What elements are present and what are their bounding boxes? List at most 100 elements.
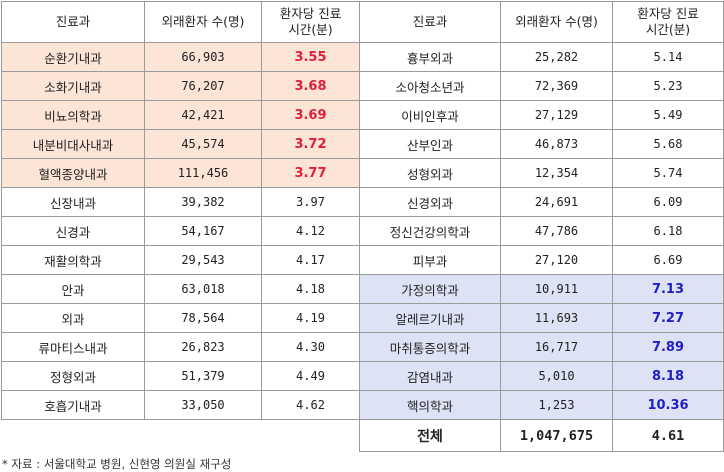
patients-cell: 111,456	[144, 158, 262, 188]
patients-cell: 12,354	[500, 158, 613, 188]
patients-cell: 47,786	[500, 216, 613, 246]
total-label: 전체	[359, 419, 501, 452]
table-row: 신경과 54,167 4.12 정신건강의학과 47,786 6.18	[1, 216, 724, 246]
header-time-line2: 시간(분)	[288, 22, 333, 37]
patients-cell: 5,010	[500, 361, 613, 391]
time-cell: 10.36	[612, 390, 724, 420]
header-time-right: 환자당 진료 시간(분)	[612, 1, 724, 43]
time-cell: 3.55	[261, 42, 360, 72]
patients-cell: 72,369	[500, 71, 613, 101]
patients-cell: 29,543	[144, 245, 262, 275]
time-cell: 5.49	[612, 100, 724, 130]
dept-cell: 류마티스내과	[1, 332, 145, 362]
total-patients: 1,047,675	[500, 419, 613, 452]
table-row: 정형외과 51,379 4.49 감염내과 5,010 8.18	[1, 361, 724, 391]
dept-cell: 혈액종양내과	[1, 158, 145, 188]
table-row: 혈액종양내과 111,456 3.77 성형외과 12,354 5.74	[1, 158, 724, 188]
patients-cell: 11,693	[500, 303, 613, 333]
dept-cell: 내분비대사내과	[1, 129, 145, 159]
patients-cell: 51,379	[144, 361, 262, 391]
dept-cell: 소화기내과	[1, 71, 145, 101]
dept-cell: 안과	[1, 274, 145, 304]
table-row: 안과 63,018 4.18 가정의학과 10,911 7.13	[1, 274, 724, 304]
time-cell: 4.19	[261, 303, 360, 333]
dept-cell: 호흡기내과	[1, 390, 145, 420]
table-row: 재활의학과 29,543 4.17 피부과 27,120 6.69	[1, 245, 724, 275]
dept-cell: 재활의학과	[1, 245, 145, 275]
time-cell: 4.30	[261, 332, 360, 362]
source-footnote: * 자료 : 서울대학교 병원, 신현영 의원실 재구성	[2, 457, 232, 471]
total-time: 4.61	[612, 419, 724, 452]
dept-cell: 비뇨의학과	[1, 100, 145, 130]
header-time-left: 환자당 진료 시간(분)	[261, 1, 360, 43]
patients-cell: 76,207	[144, 71, 262, 101]
table-row: 순환기내과 66,903 3.55 흉부외과 25,282 5.14	[1, 42, 724, 72]
time-cell: 6.69	[612, 245, 724, 275]
patients-cell: 45,574	[144, 129, 262, 159]
consultation-time-table: 진료과 외래환자 수(명) 환자당 진료 시간(분) 진료과 외래환자 수(명) …	[1, 1, 724, 452]
table-row: 내분비대사내과 45,574 3.72 산부인과 46,873 5.68	[1, 129, 724, 159]
dept-cell: 이비인후과	[359, 100, 501, 130]
header-dept-right: 진료과	[359, 1, 501, 43]
table-row: 비뇨의학과 42,421 3.69 이비인후과 27,129 5.49	[1, 100, 724, 130]
patients-cell: 10,911	[500, 274, 613, 304]
dept-cell: 마취통증의학과	[359, 332, 501, 362]
time-cell: 4.12	[261, 216, 360, 246]
dept-cell: 흉부외과	[359, 42, 501, 72]
header-row: 진료과 외래환자 수(명) 환자당 진료 시간(분) 진료과 외래환자 수(명) …	[1, 1, 724, 43]
time-cell: 3.68	[261, 71, 360, 101]
header-patients-left: 외래환자 수(명)	[144, 1, 262, 43]
dept-cell: 신장내과	[1, 187, 145, 217]
dept-cell: 신경과	[1, 216, 145, 246]
time-cell: 7.89	[612, 332, 724, 362]
total-row: 전체 1,047,675 4.61	[1, 419, 724, 452]
patients-cell: 46,873	[500, 129, 613, 159]
time-cell: 4.17	[261, 245, 360, 275]
time-cell: 4.62	[261, 390, 360, 420]
patients-cell: 16,717	[500, 332, 613, 362]
header-dept-left: 진료과	[1, 1, 145, 43]
patients-cell: 27,120	[500, 245, 613, 275]
blank-cell	[1, 419, 360, 452]
patients-cell: 54,167	[144, 216, 262, 246]
table-row: 호흡기내과 33,050 4.62 핵의학과 1,253 10.36	[1, 390, 724, 420]
time-cell: 3.97	[261, 187, 360, 217]
dept-cell: 산부인과	[359, 129, 501, 159]
time-cell: 4.18	[261, 274, 360, 304]
dept-cell: 감염내과	[359, 361, 501, 391]
dept-cell: 성형외과	[359, 158, 501, 188]
header-time-line1: 환자당 진료	[637, 6, 699, 22]
header-time-line2: 시간(분)	[645, 22, 691, 37]
time-cell: 7.27	[612, 303, 724, 333]
patients-cell: 39,382	[144, 187, 262, 217]
time-cell: 6.09	[612, 187, 724, 217]
table-row: 신장내과 39,382 3.97 신경외과 24,691 6.09	[1, 187, 724, 217]
dept-cell: 알레르기내과	[359, 303, 501, 333]
patients-cell: 25,282	[500, 42, 613, 72]
patients-cell: 78,564	[144, 303, 262, 333]
time-cell: 5.23	[612, 71, 724, 101]
time-cell: 5.68	[612, 129, 724, 159]
dept-cell: 순환기내과	[1, 42, 145, 72]
time-cell: 5.74	[612, 158, 724, 188]
patients-cell: 27,129	[500, 100, 613, 130]
dept-cell: 소아청소년과	[359, 71, 501, 101]
time-cell: 6.18	[612, 216, 724, 246]
patients-cell: 1,253	[500, 390, 613, 420]
time-cell: 3.77	[261, 158, 360, 188]
time-cell: 3.69	[261, 100, 360, 130]
time-cell: 8.18	[612, 361, 724, 391]
dept-cell: 정형외과	[1, 361, 145, 391]
patients-cell: 26,823	[144, 332, 262, 362]
time-cell: 4.49	[261, 361, 360, 391]
header-patients-right: 외래환자 수(명)	[500, 1, 613, 43]
table-row: 류마티스내과 26,823 4.30 마취통증의학과 16,717 7.89	[1, 332, 724, 362]
table-row: 소화기내과 76,207 3.68 소아청소년과 72,369 5.23	[1, 71, 724, 101]
header-time-line1: 환자당 진료	[279, 6, 342, 22]
patients-cell: 33,050	[144, 390, 262, 420]
dept-cell: 피부과	[359, 245, 501, 275]
dept-cell: 핵의학과	[359, 390, 501, 420]
patients-cell: 24,691	[500, 187, 613, 217]
time-cell: 5.14	[612, 42, 724, 72]
patients-cell: 66,903	[144, 42, 262, 72]
